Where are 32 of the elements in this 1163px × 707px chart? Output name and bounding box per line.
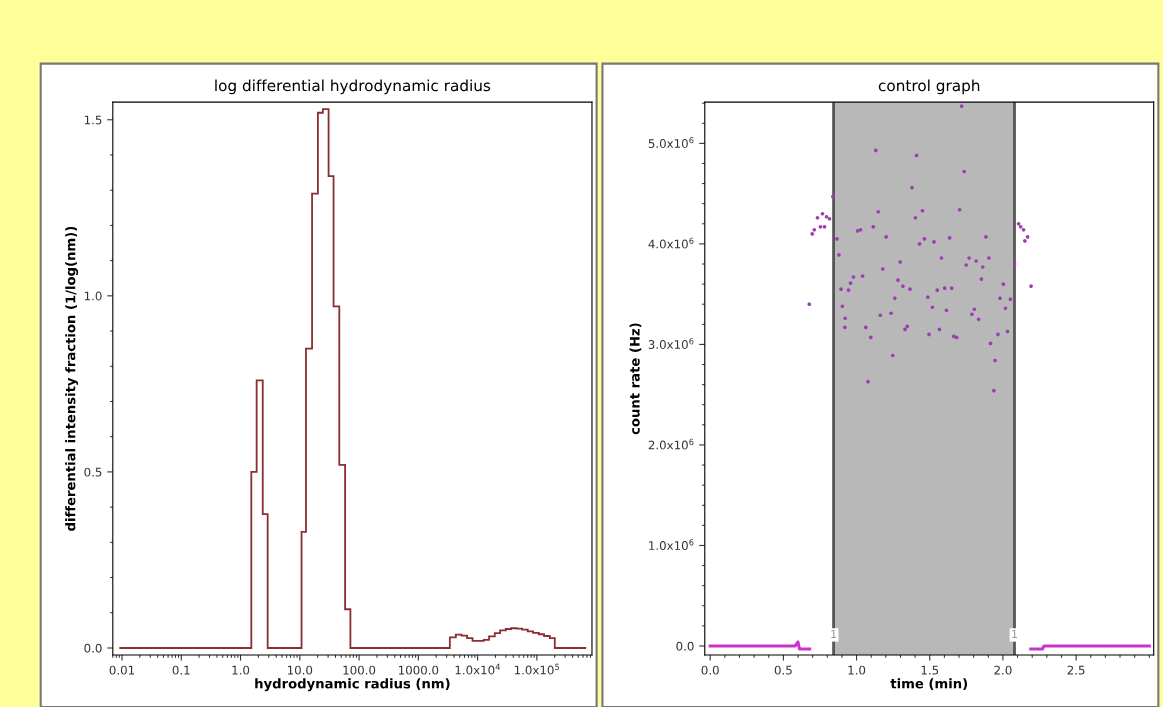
y-axis-title: count rate (Hz) xyxy=(629,323,642,435)
x-axis-title: hydrodynamic radius (nm) xyxy=(255,678,450,692)
x-tick-label: 1.0 xyxy=(848,665,866,675)
y-tick-label: 1.0x10$^{6}$ xyxy=(649,539,694,551)
x-tick-label: 1.0x10$^{5}$ xyxy=(514,663,560,675)
y-tick-label: 2.0x10$^{6}$ xyxy=(648,438,694,450)
y-tick-label: 1.5 xyxy=(84,115,102,125)
annotation: 1 xyxy=(831,629,837,638)
x-tick-label: 2.0 xyxy=(994,665,1012,675)
y-tick-label: 3.0x10$^{6}$ xyxy=(648,338,694,349)
x-tick-label: 2.5 xyxy=(1067,665,1085,675)
x-tick-label: 0.01 xyxy=(109,665,135,675)
x-tick-label: 1.5 xyxy=(921,665,939,675)
chart-title: control graph xyxy=(878,79,980,95)
x-tick-label: 0.1 xyxy=(172,665,190,675)
y-tick-label: 1.0 xyxy=(84,291,102,301)
y-tick-label: 4.0x10$^{6}$ xyxy=(648,237,694,249)
x-tick-label: 0.0 xyxy=(701,665,719,675)
y-tick-label: 0.0 xyxy=(676,641,694,651)
x-axis-title: time (min) xyxy=(890,678,968,691)
y-tick-label: 0.5 xyxy=(84,467,102,477)
chart-title: log differential hydrodynamic radius xyxy=(215,79,491,95)
x-tick-label: 1.0 xyxy=(232,665,250,675)
x-tick-label: 100.0 xyxy=(343,665,376,675)
x-tick-label: 1000.0 xyxy=(398,665,439,675)
y-tick-label: 0.0 xyxy=(84,643,102,653)
x-tick-label: 0.5 xyxy=(774,665,792,675)
annotation: 1 xyxy=(1012,629,1018,638)
y-axis-title: differential intensity fraction (1/log(nm)) xyxy=(65,226,79,531)
x-tick-label: 1.0x10$^{4}$ xyxy=(455,663,501,675)
x-tick-label: 10.0 xyxy=(287,665,313,675)
y-tick-label: 5.0x10$^{6}$ xyxy=(648,137,694,148)
